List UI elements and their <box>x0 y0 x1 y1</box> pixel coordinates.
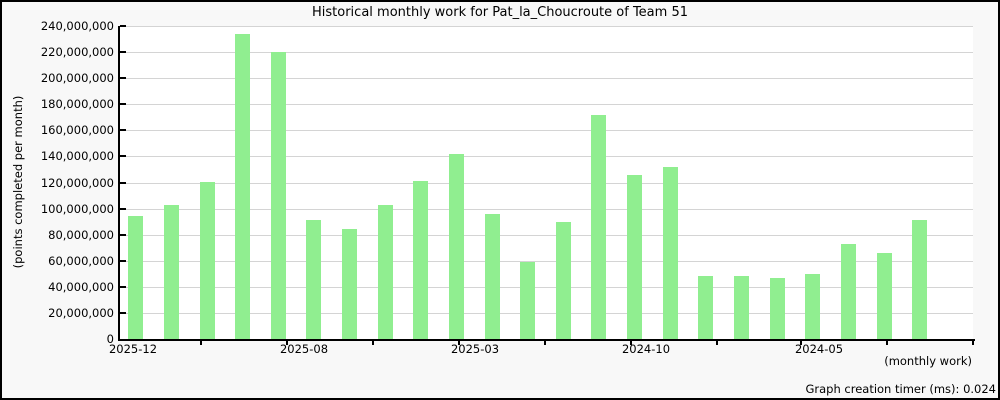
bar <box>662 167 678 339</box>
gridline <box>120 78 973 80</box>
gridline <box>120 52 973 54</box>
x-tick-mark <box>286 341 288 345</box>
gridline <box>120 312 973 314</box>
y-tick-label: 60,000,000 <box>48 253 114 268</box>
y-tick-mark <box>120 25 126 27</box>
y-tick-label: 120,000,000 <box>40 175 114 190</box>
bar <box>627 175 643 339</box>
gridline <box>120 182 973 184</box>
gridline <box>120 234 973 236</box>
gridline <box>120 156 973 158</box>
x-tick-mark <box>630 341 632 345</box>
x-tick-mark <box>972 341 974 345</box>
bar <box>591 115 607 339</box>
plot-area <box>120 26 973 339</box>
y-tick-mark <box>120 155 126 158</box>
chart-title: Historical monthly work for Pat_la_Chouc… <box>312 5 688 20</box>
gridline <box>120 260 973 262</box>
bar <box>769 278 785 339</box>
bar <box>306 220 322 339</box>
y-tick-label: 140,000,000 <box>40 149 114 164</box>
gridline <box>120 26 973 27</box>
y-axis-line <box>118 26 120 341</box>
y-tick-label: 40,000,000 <box>48 279 114 294</box>
bar <box>840 244 856 339</box>
bar <box>484 214 500 339</box>
bar <box>805 274 821 339</box>
gridline <box>120 104 973 106</box>
bar <box>199 182 215 339</box>
y-tick-label: 240,000,000 <box>40 19 114 33</box>
bar <box>128 216 144 339</box>
y-tick-label: 180,000,000 <box>40 97 114 112</box>
graph-timer-text: Graph creation timer (ms): 0.024 <box>805 382 996 396</box>
x-tick-mark <box>800 341 802 345</box>
gridline <box>120 286 973 288</box>
gridline <box>120 130 973 132</box>
y-tick-mark <box>120 259 126 262</box>
x-tick-mark <box>544 341 546 345</box>
x-tick-label: 2024-10 <box>621 342 671 356</box>
y-tick-mark <box>120 285 126 288</box>
y-tick-label: 200,000,000 <box>40 71 114 86</box>
gridline <box>120 208 973 210</box>
bar <box>912 220 928 339</box>
y-tick-label: 160,000,000 <box>40 123 114 138</box>
y-tick-mark <box>120 77 126 80</box>
x-axis-note: (monthly work) <box>884 354 972 368</box>
x-tick-label: 2024-05 <box>794 342 844 356</box>
bar <box>235 34 251 339</box>
x-tick-label: 2025-12 <box>108 342 158 356</box>
x-tick-mark <box>716 341 718 345</box>
y-tick-label: 20,000,000 <box>48 305 114 320</box>
bar <box>734 276 749 339</box>
x-tick-mark <box>458 341 460 345</box>
y-tick-mark <box>120 311 126 314</box>
bar <box>163 205 179 339</box>
bar <box>876 253 892 339</box>
bar <box>377 205 393 339</box>
y-tick-mark <box>120 233 126 236</box>
x-tick-mark <box>372 341 374 345</box>
x-tick-mark <box>200 341 202 345</box>
x-axis-line <box>118 339 975 341</box>
y-tick-label: 0 <box>106 332 114 346</box>
bar <box>448 154 464 339</box>
y-tick-mark <box>120 181 126 184</box>
bar <box>555 222 571 339</box>
y-tick-label: 220,000,000 <box>40 45 114 60</box>
x-tick-label: 2025-03 <box>450 342 500 356</box>
bar <box>270 52 286 339</box>
bar <box>520 262 536 339</box>
y-tick-label: 80,000,000 <box>48 227 114 242</box>
y-tick-mark <box>120 207 126 210</box>
bar <box>342 229 358 339</box>
bar <box>698 276 714 339</box>
y-tick-mark <box>120 51 126 54</box>
y-tick-label: 100,000,000 <box>40 201 114 216</box>
y-tick-mark <box>120 103 126 106</box>
x-tick-mark <box>886 341 888 345</box>
x-tick-label: 2025-08 <box>279 342 329 356</box>
y-tick-mark <box>120 129 126 132</box>
bar <box>413 181 429 339</box>
